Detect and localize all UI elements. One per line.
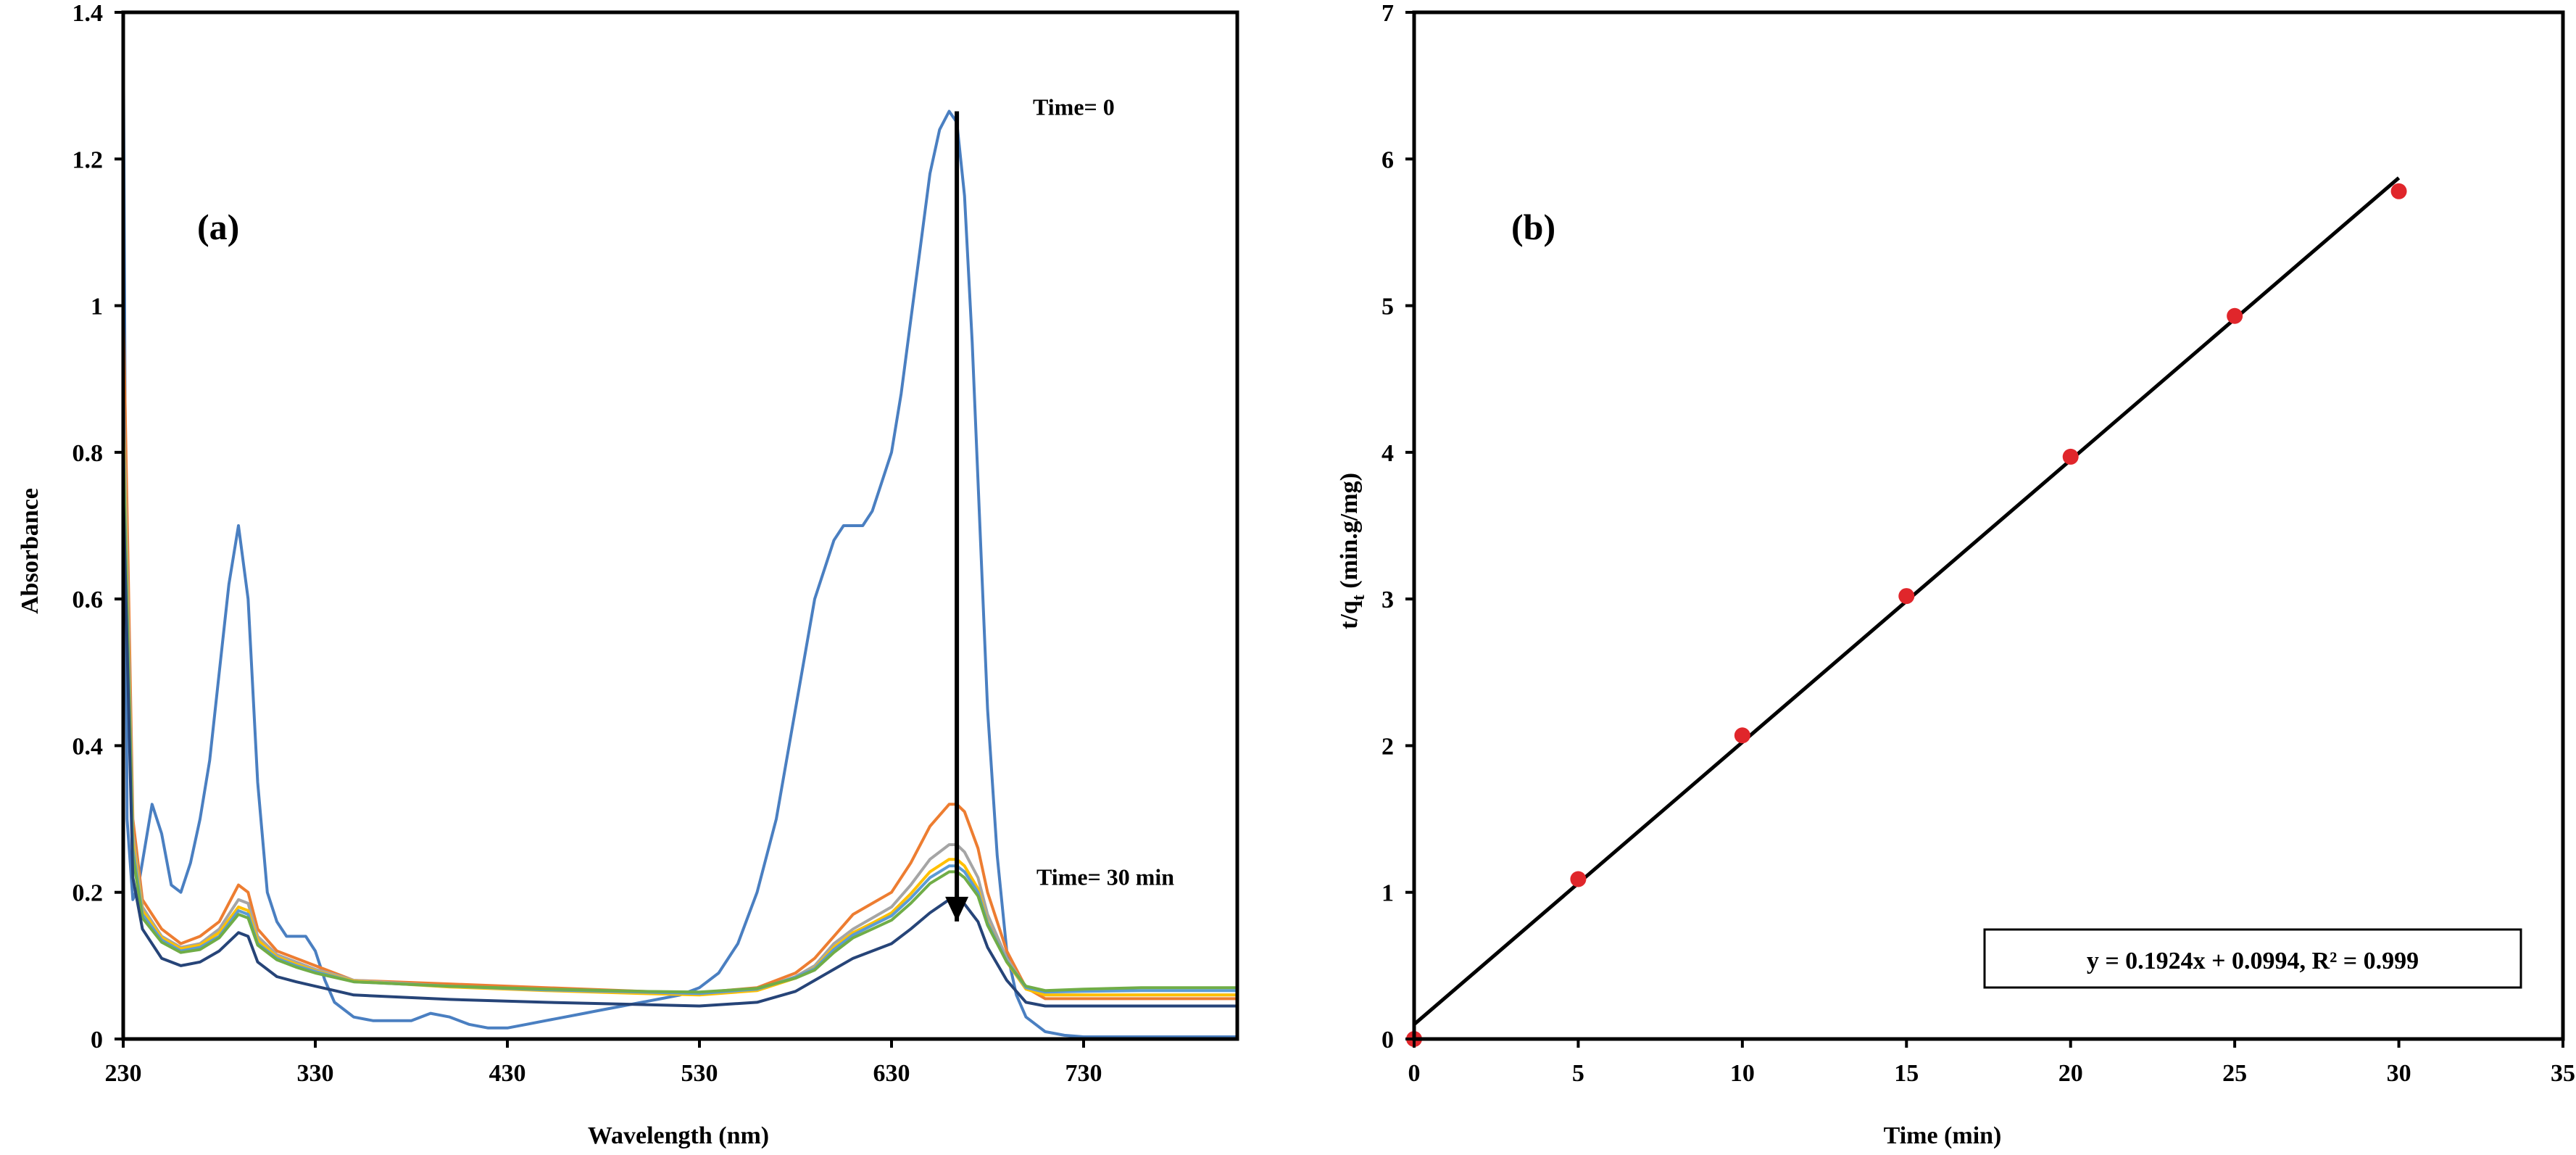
- absorbance-x-axis-title: Wavelength (nm): [588, 1122, 769, 1149]
- kinetics-y-tick-label: 3: [1382, 587, 1394, 613]
- absorbance-x-tick-label: 330: [297, 1060, 334, 1087]
- time-arrow: [945, 111, 969, 922]
- fit-equation: y = 0.1924x + 0.0994, R² = 0.999: [2087, 948, 2419, 974]
- absorbance-y-tick-label: 1.2: [72, 146, 104, 173]
- kinetics-y-tick-label: 4: [1382, 440, 1394, 467]
- absorbance-x-tick-label: 630: [873, 1060, 910, 1087]
- absorbance-y-ticks: 0 0.2 0.4 0.6 0.8 1 1.2 1.4: [72, 0, 123, 1053]
- absorbance-series-line-7: [122, 489, 1237, 1008]
- absorbance-x-tick-label: 730: [1065, 1060, 1102, 1087]
- annotation-time-30: Time= 30 min: [1036, 864, 1174, 890]
- kinetics-y-tick-label: 6: [1382, 146, 1394, 173]
- data-point: [1570, 871, 1587, 887]
- kinetics-y-tick-label: 2: [1382, 733, 1394, 760]
- absorbance-x-tick-label: 530: [681, 1060, 718, 1087]
- arrow-head: [945, 896, 969, 922]
- kinetics-x-tick-label: 25: [2222, 1060, 2247, 1087]
- absorbance-series-group: [122, 12, 1237, 1038]
- absorbance-y-tick-label: 0.4: [72, 733, 104, 760]
- kinetics-x-tick-label: 20: [2058, 1060, 2083, 1087]
- kinetics-x-ticks: 0 5 10 15 20 25 30 35: [1408, 1039, 2575, 1087]
- absorbance-series-line-1: [122, 12, 1237, 1038]
- absorbance-chart: 00.20.40.60.811.21.4 230 330 430 530 630 730 …: [17, 0, 1239, 1149]
- kinetics-x-tick-label: 30: [2387, 1060, 2411, 1087]
- kinetics-y-axis-title: t/qt (min.g/mg): [1336, 473, 1368, 629]
- kinetics-y-tick-label: 0: [1382, 1027, 1394, 1053]
- absorbance-y-tick-label: 1: [91, 294, 103, 320]
- kinetics-plot-frame: [1412, 10, 2565, 1041]
- absorbance-y-axis-title: Absorbance: [17, 488, 43, 614]
- y-axis-title-units: (min.g/mg): [1336, 473, 1363, 595]
- kinetics-x-tick-label: 35: [2551, 1060, 2575, 1087]
- absorbance-y-tick-label: 0.2: [72, 880, 104, 907]
- absorbance-y-tick-label: 0: [91, 1027, 103, 1053]
- data-point: [1898, 588, 1915, 605]
- absorbance-x-ticks: 230 330 430 530 630 730: [105, 1039, 1102, 1087]
- absorbance-x-tick-label: 430: [489, 1060, 526, 1087]
- data-points-group: [1406, 183, 2407, 1047]
- y-axis-title-subscript: t: [1350, 595, 1368, 600]
- kinetics-x-tick-label: 5: [1572, 1060, 1584, 1087]
- absorbance-x-tick-label: 230: [105, 1060, 142, 1087]
- kinetics-x-axis-title: Time (min): [1884, 1122, 2002, 1149]
- equation-box: [1983, 928, 2522, 989]
- absorbance-plot-frame: [121, 10, 1239, 1041]
- kinetics-y-tick-label: 1: [1382, 880, 1394, 907]
- data-point: [2062, 448, 2079, 465]
- kinetics-x-tick-label: 15: [1894, 1060, 1919, 1087]
- absorbance-series-line-6: [122, 452, 1237, 994]
- absorbance-y-tick-label: 1.4: [72, 0, 104, 27]
- annotation-time-0: Time= 0: [1033, 94, 1115, 120]
- absorbance-y-tick-label: 0.6: [72, 587, 104, 613]
- panel-label-a: (a): [197, 207, 239, 247]
- kinetics-y-tick-label: 7: [1382, 0, 1394, 27]
- data-point: [2390, 183, 2407, 199]
- kinetics-y-tick-label: 5: [1382, 294, 1394, 320]
- absorbance-y-tick-label: 0.8: [72, 440, 104, 467]
- data-point: [2227, 307, 2243, 324]
- kinetics-y-ticks: 0 1 2 3 4 5 6 7: [1382, 0, 1414, 1053]
- kinetics-chart: 0 1 2 3 4 5 6 7 0 5 10 15 20 25 30 35 (b) y = 0.1924x …: [1336, 0, 2575, 1149]
- kinetics-x-tick-label: 0: [1408, 1060, 1421, 1087]
- kinetics-x-tick-label: 10: [1730, 1060, 1755, 1087]
- panel-label-b: (b): [1511, 207, 1555, 247]
- data-point: [1734, 727, 1750, 744]
- y-axis-title-main: t/q: [1336, 600, 1363, 629]
